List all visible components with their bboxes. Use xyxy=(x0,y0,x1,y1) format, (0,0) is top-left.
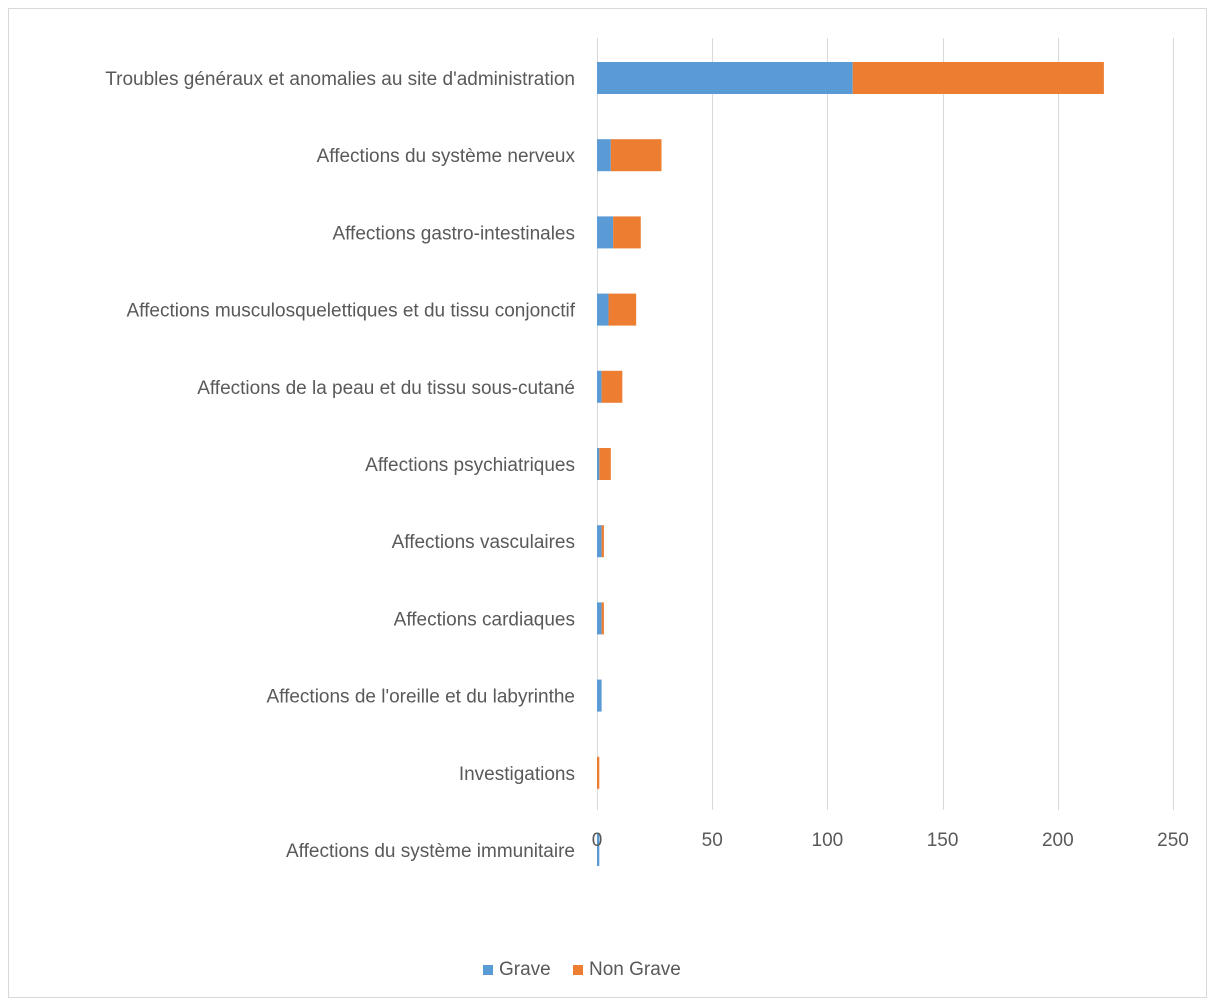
bar-non-grave xyxy=(601,602,604,635)
x-tick-label: 50 xyxy=(702,830,723,851)
category-label: Affections vasculaires xyxy=(392,532,575,553)
category-label: Troubles généraux et anomalies au site d… xyxy=(105,69,575,90)
bar-grave xyxy=(597,370,602,403)
x-tick-label: 150 xyxy=(927,830,959,851)
category-label: Affections de la peau et du tissu sous-c… xyxy=(197,378,575,399)
bar-non-grave xyxy=(608,293,637,326)
x-tick-label: 250 xyxy=(1157,830,1189,851)
category-label: Affections cardiaques xyxy=(394,609,575,630)
bar-non-grave xyxy=(597,756,600,789)
category-labels: Troubles généraux et anomalies au site d… xyxy=(105,69,575,862)
bar-grave xyxy=(597,448,600,480)
category-label: Affections psychiatriques xyxy=(365,455,575,476)
legend: Grave Non Grave xyxy=(483,959,681,980)
bar-grave xyxy=(597,602,602,635)
bar-grave xyxy=(597,293,609,326)
legend-swatch-grave xyxy=(483,965,493,975)
x-tick-labels: 0 50 100 150 200 250 xyxy=(592,830,1189,851)
legend-label-grave: Grave xyxy=(499,959,551,980)
category-label: Affections musculosquelettiques et du ti… xyxy=(126,301,575,322)
legend-swatch-non-grave xyxy=(573,965,583,975)
bar-grave xyxy=(597,62,853,94)
bar-non-grave xyxy=(852,62,1104,94)
x-tick-label: 200 xyxy=(1042,830,1074,851)
grid-layer xyxy=(597,38,1174,810)
x-tick-label: 0 xyxy=(592,830,603,851)
bar-grave xyxy=(597,834,600,866)
bars-layer xyxy=(597,62,1104,866)
bar-non-grave xyxy=(599,448,611,480)
legend-label-non-grave: Non Grave xyxy=(589,959,681,980)
x-tick-label: 100 xyxy=(812,830,844,851)
bar-grave xyxy=(597,139,611,172)
category-label: Affections gastro-intestinales xyxy=(332,223,575,244)
category-label: Investigations xyxy=(459,764,575,785)
bar-non-grave xyxy=(610,139,662,172)
bar-grave xyxy=(597,679,602,712)
category-label: Affections du système immunitaire xyxy=(286,841,575,862)
bar-non-grave xyxy=(613,216,641,249)
bar-non-grave xyxy=(601,370,623,403)
bar-grave xyxy=(597,525,602,558)
category-label: Affections de l'oreille et du labyrinthe xyxy=(266,687,575,708)
bar-grave xyxy=(597,216,614,249)
category-label: Affections du système nerveux xyxy=(317,146,576,167)
chart-frame xyxy=(8,8,1207,998)
bar-non-grave xyxy=(601,525,604,558)
